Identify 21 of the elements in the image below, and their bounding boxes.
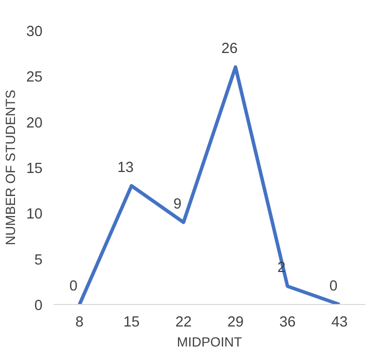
y-tick-label: 20 [26, 115, 43, 132]
y-tick-label: 25 [26, 70, 43, 86]
data-label: 26 [221, 41, 238, 58]
y-tick-label: 30 [26, 24, 43, 40]
x-axis-title: MIDPOINT [176, 334, 242, 350]
x-tick-label: 43 [331, 314, 348, 330]
y-tick-label: 10 [26, 206, 43, 223]
data-label: 13 [117, 160, 134, 176]
y-tick-label: 0 [34, 298, 43, 314]
x-tick-label: 22 [175, 314, 192, 330]
x-tick-label: 29 [227, 314, 244, 330]
x-tick-label: 36 [279, 314, 296, 330]
data-label: 9 [173, 196, 182, 212]
data-label: 0 [329, 278, 338, 294]
y-tick-label: 5 [34, 252, 43, 268]
data-label: 0 [69, 278, 78, 294]
x-tick-label: 15 [123, 314, 140, 330]
y-tick-label: 15 [26, 161, 43, 177]
line-series [78, 65, 342, 304]
x-tick-label: 8 [75, 314, 84, 330]
y-axis-title: NUMBER OF STUDENTS [3, 90, 18, 246]
